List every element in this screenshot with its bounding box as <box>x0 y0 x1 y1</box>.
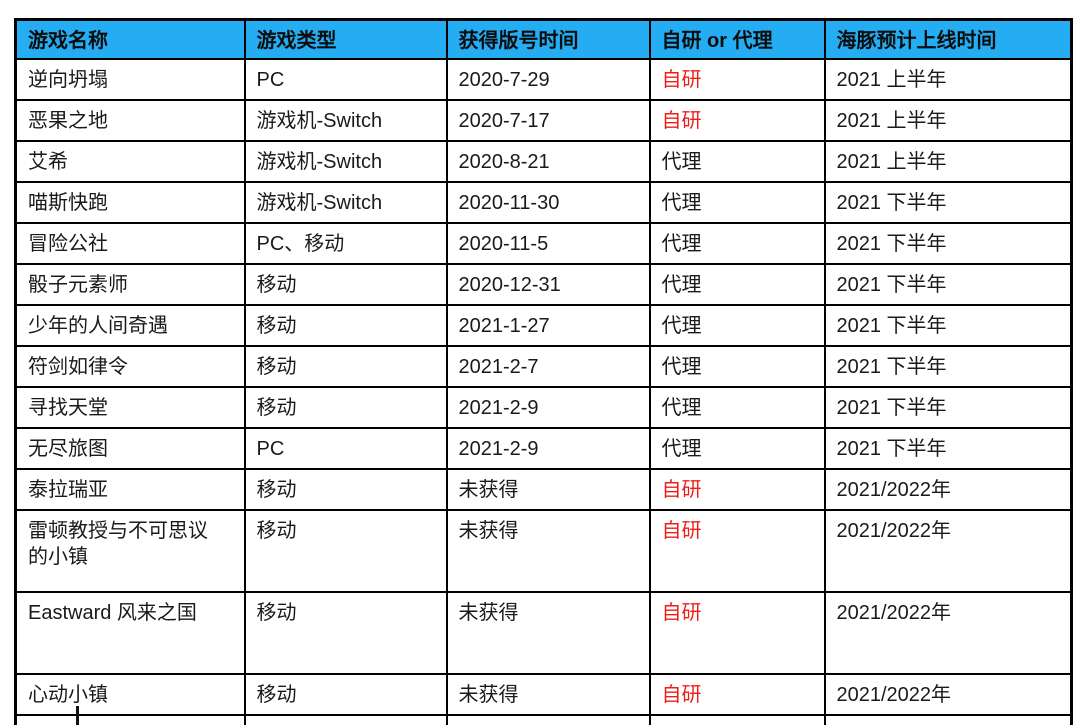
table-row: Eastward 风来之国 移动 未获得 自研 2021/2022年 <box>14 590 1073 675</box>
cell-license-date: 2020-12-31 <box>445 262 651 306</box>
cell-game-name: Eastward 风来之国 <box>14 590 246 675</box>
table-row: 骰子元素师 移动 2020-12-31 代理 2021 下半年 <box>14 262 1073 306</box>
cell-launch-time: 2021 上半年 <box>823 139 1073 183</box>
text-cursor-mark <box>76 706 79 725</box>
cell-license-date: 2020-8-21 <box>445 139 651 183</box>
table-row: 恶果之地 游戏机-Switch 2020-7-17 自研 2021 上半年 <box>14 98 1073 142</box>
cell-game-name: 艾希 <box>14 139 246 183</box>
cell-game-name: 少年的人间奇遇 <box>14 303 246 347</box>
cell-license-date: 未获得 <box>445 590 651 675</box>
table-row: 艾希 游戏机-Switch 2020-8-21 代理 2021 上半年 <box>14 139 1073 183</box>
cell-game-type: 移动 <box>243 713 448 725</box>
cell-license-date: 2021-2-9 <box>445 426 651 470</box>
table-row: 冒险公社 PC、移动 2020-11-5 代理 2021 下半年 <box>14 221 1073 265</box>
cell-game-type: 游戏机-Switch <box>243 98 448 142</box>
cell-game-name: 心动小镇 <box>14 672 246 716</box>
cell-game-name: 寻找天堂 <box>14 385 246 429</box>
cell-launch-time: 2021 下半年 <box>823 221 1073 265</box>
cell-license-date: 2021-1-27 <box>445 303 651 347</box>
cell-license-date: 2021-2-7 <box>445 344 651 388</box>
cell-game-type: PC <box>243 426 448 470</box>
table-row: 少年的人间奇遇 移动 2021-1-27 代理 2021 下半年 <box>14 303 1073 347</box>
cell-dev-mode: 代理 <box>648 426 826 470</box>
cell-game-name: 符剑如律令 <box>14 344 246 388</box>
cell-game-type: PC、移动 <box>243 221 448 265</box>
table-row: 逆向坍塌 PC 2020-7-29 自研 2021 上半年 <box>14 57 1073 101</box>
table-row: 无尽旅图 PC 2021-2-9 代理 2021 下半年 <box>14 426 1073 470</box>
cell-game-name: 逆向坍塌 <box>14 57 246 101</box>
cell-launch-time: 2021 下半年 <box>823 180 1073 224</box>
cell-game-name: 雷顿教授与不可思议的小镇 <box>14 508 246 593</box>
column-header-launch-time: 海豚预计上线时间 <box>823 18 1073 60</box>
cell-license-date: 未获得 <box>445 467 651 511</box>
cell-game-type: 移动 <box>243 590 448 675</box>
cell-launch-time: 2021 下半年 <box>823 385 1073 429</box>
cell-game-type: PC <box>243 57 448 101</box>
cell-launch-time: 2021/2022年 <box>823 672 1073 716</box>
table-row: 喵斯快跑 游戏机-Switch 2020-11-30 代理 2021 下半年 <box>14 180 1073 224</box>
cell-game-name: 冒险公社 <box>14 221 246 265</box>
cell-game-type: 移动 <box>243 508 448 593</box>
cell-dev-mode: 自研 <box>648 467 826 511</box>
table-header-row: 游戏名称 游戏类型 获得版号时间 自研 or 代理 海豚预计上线时间 <box>14 18 1073 60</box>
cell-license-date: 未获得 <box>445 508 651 593</box>
cell-dev-mode: 自研 <box>648 98 826 142</box>
cell-launch-time: 2021/2022年 <box>823 713 1073 725</box>
cell-launch-time: 2021 下半年 <box>823 426 1073 470</box>
cell-launch-time: 2021 上半年 <box>823 98 1073 142</box>
column-header-game-type: 游戏类型 <box>243 18 448 60</box>
cell-game-type: 移动 <box>243 672 448 716</box>
cell-license-date: 未获得 <box>445 672 651 716</box>
cell-launch-time: 2021 下半年 <box>823 262 1073 306</box>
cell-game-type: 移动 <box>243 385 448 429</box>
cell-license-date: 2020-7-29 <box>445 57 651 101</box>
table-row: 符剑如律令 移动 2021-2-7 代理 2021 下半年 <box>14 344 1073 388</box>
cell-license-date: 未获得 <box>445 713 651 725</box>
table-row: 火炬之光：无限 移动 未获得 自研 2021/2022年 <box>14 713 1073 725</box>
cell-dev-mode: 代理 <box>648 139 826 183</box>
cell-dev-mode: 代理 <box>648 385 826 429</box>
cell-game-type: 移动 <box>243 467 448 511</box>
cell-dev-mode: 自研 <box>648 590 826 675</box>
cell-launch-time: 2021 上半年 <box>823 57 1073 101</box>
cell-license-date: 2020-11-30 <box>445 180 651 224</box>
cell-dev-mode: 代理 <box>648 180 826 224</box>
cell-dev-mode: 代理 <box>648 262 826 306</box>
cell-game-type: 移动 <box>243 344 448 388</box>
cell-license-date: 2020-7-17 <box>445 98 651 142</box>
cell-dev-mode: 自研 <box>648 57 826 101</box>
cell-game-name: 恶果之地 <box>14 98 246 142</box>
cell-dev-mode: 自研 <box>648 713 826 725</box>
cell-launch-time: 2021/2022年 <box>823 590 1073 675</box>
column-header-dev-mode: 自研 or 代理 <box>648 18 826 60</box>
table-row: 雷顿教授与不可思议的小镇 移动 未获得 自研 2021/2022年 <box>14 508 1073 593</box>
cell-game-type: 游戏机-Switch <box>243 180 448 224</box>
cell-game-type: 游戏机-Switch <box>243 139 448 183</box>
cell-launch-time: 2021/2022年 <box>823 467 1073 511</box>
cell-launch-time: 2021 下半年 <box>823 303 1073 347</box>
games-release-table: 游戏名称 游戏类型 获得版号时间 自研 or 代理 海豚预计上线时间 逆向坍塌 … <box>14 18 1073 725</box>
cell-license-date: 2020-11-5 <box>445 221 651 265</box>
table-row: 心动小镇 移动 未获得 自研 2021/2022年 <box>14 672 1073 716</box>
table-row: 泰拉瑞亚 移动 未获得 自研 2021/2022年 <box>14 467 1073 511</box>
cell-game-type: 移动 <box>243 262 448 306</box>
cell-dev-mode: 自研 <box>648 508 826 593</box>
cell-launch-time: 2021 下半年 <box>823 344 1073 388</box>
cell-game-name: 无尽旅图 <box>14 426 246 470</box>
cell-game-name: 火炬之光：无限 <box>14 713 246 725</box>
cell-dev-mode: 代理 <box>648 221 826 265</box>
column-header-game-name: 游戏名称 <box>14 18 246 60</box>
cell-game-name: 泰拉瑞亚 <box>14 467 246 511</box>
cell-game-name: 骰子元素师 <box>14 262 246 306</box>
cell-license-date: 2021-2-9 <box>445 385 651 429</box>
cell-game-type: 移动 <box>243 303 448 347</box>
cell-launch-time: 2021/2022年 <box>823 508 1073 593</box>
cell-dev-mode: 代理 <box>648 303 826 347</box>
table-row: 寻找天堂 移动 2021-2-9 代理 2021 下半年 <box>14 385 1073 429</box>
cell-dev-mode: 自研 <box>648 672 826 716</box>
cell-game-name: 喵斯快跑 <box>14 180 246 224</box>
column-header-license-date: 获得版号时间 <box>445 18 651 60</box>
cell-dev-mode: 代理 <box>648 344 826 388</box>
